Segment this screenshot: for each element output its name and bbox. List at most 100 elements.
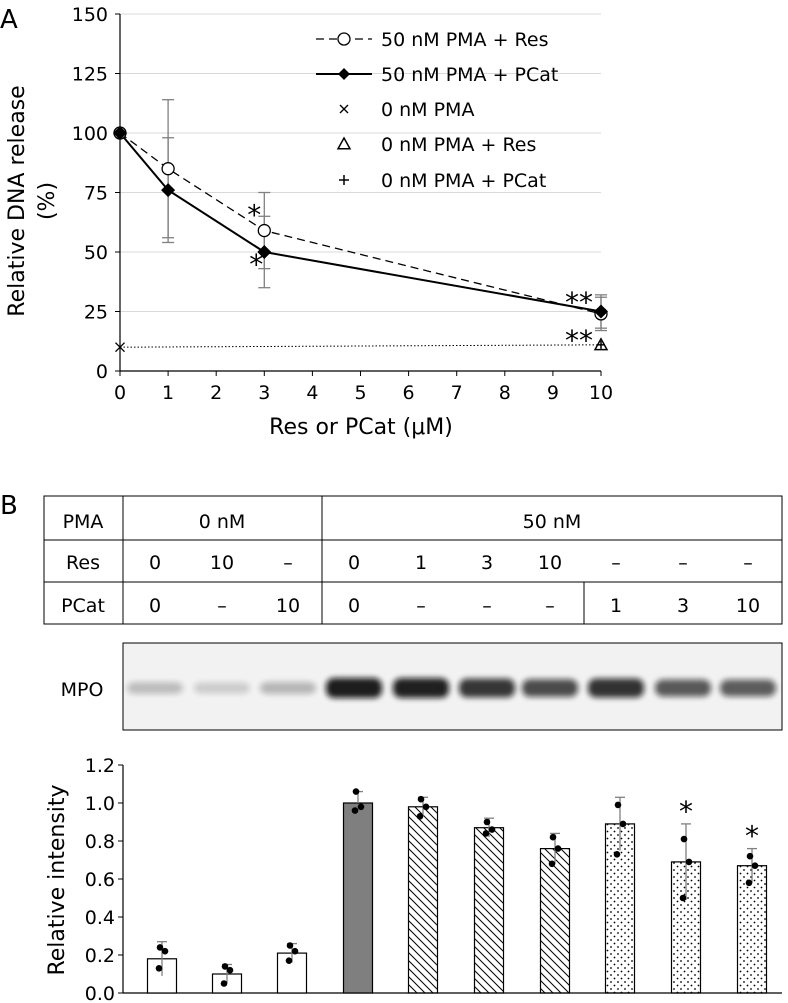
pcat-cell: – [416, 595, 426, 617]
x-tick-label: 5 [354, 382, 366, 404]
y-tick-label: 25 [84, 302, 108, 324]
legend-label: 50 nM PMA + PCat [381, 64, 558, 86]
mpo-band [194, 682, 250, 694]
legend-marker-0nm-pma [339, 104, 349, 114]
legend-label: 0 nM PMA + Res [381, 134, 536, 156]
data-point [745, 879, 753, 887]
data-point [161, 947, 169, 955]
significance-marker: * [679, 795, 693, 828]
data-point [746, 852, 754, 860]
panel-b-y-axis-label: Relative intensity [45, 784, 70, 975]
pcat-marker [257, 245, 272, 259]
x-tick-label: 4 [306, 382, 318, 404]
x-tick-label: 1 [162, 382, 174, 404]
y-tick-label: 50 [84, 242, 108, 264]
legend-label: 50 nM PMA + Res [381, 29, 548, 51]
data-point [613, 851, 621, 858]
reference-line-0nm [119, 344, 602, 348]
data-point [680, 835, 688, 843]
significance-marker: * [249, 248, 263, 281]
bar [407, 806, 439, 994]
mpo-band [588, 678, 644, 698]
pcat-cell: 3 [677, 595, 689, 617]
pma-group-0nm: 0 nM [199, 511, 246, 533]
data-point [554, 845, 562, 852]
data-point [286, 942, 294, 949]
blot-label: MPO [61, 679, 104, 701]
res-cell: – [743, 552, 753, 574]
x-tick-label: 9 [547, 382, 559, 404]
data-point [285, 957, 293, 964]
mpo-blot: MPO [61, 642, 783, 731]
data-point [483, 818, 491, 826]
panel-a-gridlines [120, 13, 601, 312]
data-point [422, 803, 430, 811]
x-tick-label: 6 [403, 382, 415, 404]
data-point [221, 963, 229, 970]
res-cell: 1 [415, 552, 427, 574]
y-tick-label: 0.6 [85, 869, 115, 891]
bar [539, 847, 571, 994]
panel-a-axes [115, 13, 602, 376]
y-tick-label: 1.0 [85, 793, 115, 815]
data-point [357, 803, 365, 811]
data-point [751, 862, 759, 869]
pcat-cell: 10 [736, 595, 760, 617]
legend-marker-res [337, 32, 351, 46]
y-tick-label: 100 [72, 123, 108, 145]
res-cell: – [283, 552, 293, 574]
y-tick-label: 125 [72, 64, 108, 86]
panel-a-y-axis-label-unit: (%) [35, 182, 60, 220]
pcat-cell: – [217, 595, 227, 617]
res-marker [161, 162, 175, 176]
data-point [488, 826, 496, 833]
mpo-band [326, 678, 382, 698]
pcat-cell: 0 [348, 595, 360, 617]
legend-marker-0nm-pcat [339, 175, 349, 185]
table-row-label: PMA [63, 511, 104, 533]
data-point [417, 795, 425, 803]
res-cell: – [678, 552, 688, 574]
y-tick-label: 0.2 [85, 945, 115, 967]
x-tick-label: 10 [589, 382, 613, 404]
data-point [549, 833, 557, 841]
mpo-band [720, 679, 776, 697]
pcat-cell: 1 [610, 595, 622, 617]
series-line-res [119, 132, 602, 315]
x-tick-label: 7 [451, 382, 463, 404]
res-marker [257, 223, 271, 238]
pcat-cell: – [482, 595, 492, 617]
condition-table: PMA Res PCat 0 nM 50 nM 0 10 – 0 1 3 10 – – – 0 – 10 0 – – – 1… [43, 495, 783, 625]
data-point [226, 966, 234, 974]
mpo-band [522, 679, 578, 697]
res-cell: – [611, 552, 621, 574]
data-point [291, 947, 299, 955]
data-point [156, 944, 164, 951]
pcat-cell: 10 [276, 595, 300, 617]
panel-a-plot: ****** [113, 99, 609, 357]
res-cell: 0 [149, 552, 161, 574]
pcat-marker [594, 304, 608, 319]
legend-label: 0 nM PMA [381, 99, 474, 121]
table-row-label: Res [66, 552, 100, 574]
bar [736, 865, 768, 994]
legend-marker-pcat [338, 68, 350, 80]
x-marker-stroke [115, 342, 125, 353]
mpo-band [260, 681, 316, 695]
panel-a-x-axis-label: Res or PCat (μM) [269, 415, 453, 440]
mpo-band [459, 678, 515, 698]
bar [604, 823, 636, 994]
significance-marker: ** [565, 286, 593, 319]
res-cell: 3 [481, 552, 493, 574]
significance-marker: * [745, 820, 759, 853]
mpo-band [393, 678, 449, 698]
data-point [685, 858, 693, 866]
res-cell: 10 [210, 552, 234, 574]
y-tick-label: 75 [84, 183, 108, 205]
data-point [679, 894, 687, 902]
panel-a-y-axis-label: Relative DNA release [5, 85, 30, 316]
data-point [416, 813, 424, 820]
y-tick-label: 0.4 [85, 907, 115, 929]
data-point [351, 807, 359, 814]
